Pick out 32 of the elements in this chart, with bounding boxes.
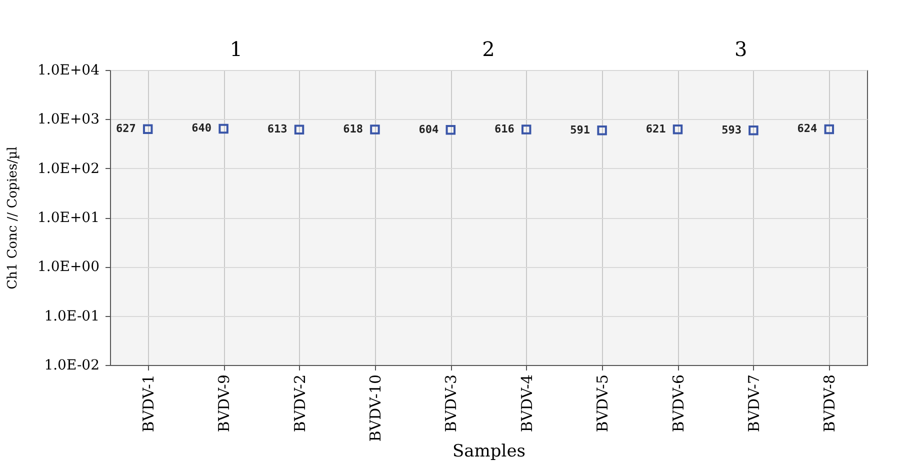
x-tick-label: BVDV-1 [139, 374, 158, 432]
x-axis-title: Samples [452, 442, 526, 462]
x-tick-label: BVDV-8 [820, 374, 839, 432]
data-label: 616 [494, 122, 515, 136]
data-label: 591 [570, 123, 590, 136]
x-tick-label: BVDV-5 [594, 374, 612, 432]
data-label: 621 [646, 122, 666, 136]
data-label: 627 [116, 122, 136, 136]
data-label: 624 [797, 122, 818, 136]
data-label: 593 [722, 123, 742, 136]
y-tick-label: 1.0E+00 [37, 259, 100, 276]
data-label: 640 [192, 122, 212, 135]
x-tick-label: BVDV-3 [442, 374, 460, 432]
x-tick-label: BVDV-4 [518, 374, 536, 432]
x-tick-label: BVDV-2 [290, 374, 309, 432]
text: 1 [230, 37, 243, 61]
y-tick-label: 1.0E-01 [44, 308, 100, 324]
x-tick-label: BVDV-10 [366, 374, 384, 442]
x-tick-label: BVDV-6 [669, 374, 688, 432]
text: 3 [734, 37, 748, 61]
y-tick-label: 1.0E-02 [44, 358, 100, 374]
y-tick-label: 1.0E+01 [37, 210, 100, 226]
y-tick-label: 1.0E+04 [37, 62, 100, 78]
data-label: 604 [418, 122, 440, 136]
x-tick-label: BVDV-7 [744, 374, 763, 432]
data-label: 618 [343, 122, 363, 136]
y-tick-label: 1.0E+02 [37, 160, 100, 177]
y-axis-title: Ch1 Conc // Copies/µl [5, 146, 20, 290]
y-tick-label: 1.0E+03 [37, 112, 100, 128]
x-tick-label: BVDV-9 [215, 374, 234, 432]
data-label: 613 [267, 122, 288, 136]
text: 2 [482, 37, 495, 61]
